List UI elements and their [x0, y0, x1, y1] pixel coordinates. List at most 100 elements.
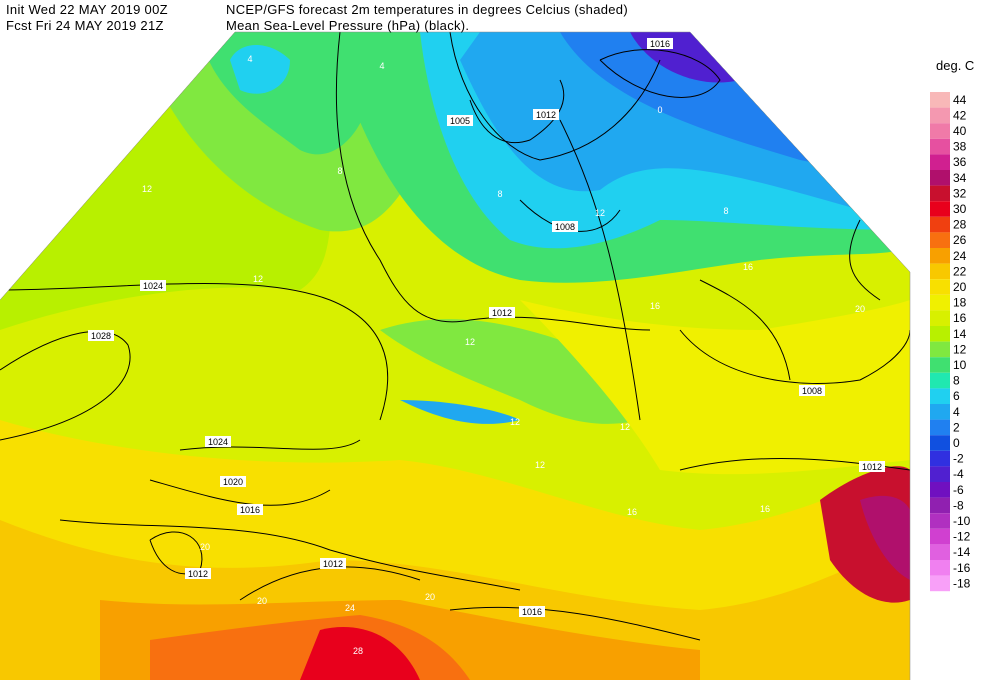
pressure-label-box [88, 330, 114, 341]
pressure-label-box [185, 568, 211, 579]
legend-swatch [930, 575, 950, 592]
temperature-label: 12 [535, 460, 545, 470]
legend-label: 40 [953, 124, 967, 138]
temperature-label: 20 [425, 592, 435, 602]
legend-label: 0 [953, 436, 960, 450]
legend-label: 36 [953, 155, 967, 169]
legend-label: 8 [953, 374, 960, 388]
legend-label: 24 [953, 249, 967, 263]
temperature-label: 16 [743, 262, 753, 272]
pressure-label: 1012 [188, 569, 208, 579]
legend-swatch [930, 341, 950, 358]
legend-swatch [930, 185, 950, 202]
temperature-label: 20 [200, 542, 210, 552]
legend-swatch [930, 263, 950, 280]
temperature-label: 12 [510, 417, 520, 427]
pressure-label: 1012 [323, 559, 343, 569]
legend-label: -18 [953, 576, 971, 590]
pressure-label-box [237, 504, 263, 515]
legend-label: 28 [953, 218, 967, 232]
temperature-label: 12 [142, 184, 152, 194]
temperature-label: 12 [620, 422, 630, 432]
pressure-label: 1028 [91, 331, 111, 341]
legend-swatch [930, 497, 950, 514]
pressure-label: 1016 [240, 505, 260, 515]
temperature-label: 28 [353, 646, 363, 656]
legend-swatch [930, 513, 950, 529]
legend-label: 12 [953, 342, 967, 356]
legend-swatch [930, 201, 950, 217]
map-frame [0, 31, 911, 680]
temperature-label: 12 [253, 274, 263, 284]
legend-label: -16 [953, 561, 971, 575]
temperature-label: 4 [379, 61, 384, 71]
legend-label: 18 [953, 296, 967, 310]
legend-swatch [930, 404, 950, 420]
legend-label: 4 [953, 405, 960, 419]
temperature-label: 16 [627, 507, 637, 517]
pressure-label-box [647, 38, 673, 49]
temperature-label: 16 [650, 301, 660, 311]
legend-swatch [930, 435, 950, 451]
pressure-label: 1024 [143, 281, 163, 291]
legend-swatch [930, 372, 950, 389]
pressure-label: 1012 [492, 308, 512, 318]
legend-label: 42 [953, 108, 967, 122]
temperature-label: 16 [760, 504, 770, 514]
pressure-label-box [447, 115, 473, 126]
temperature-label: 12 [465, 337, 475, 347]
init-time: Init Wed 22 MAY 2019 00Z [6, 2, 168, 17]
legend-label: 34 [953, 171, 967, 185]
pressure-label-box [205, 436, 231, 447]
legend-label: 20 [953, 280, 967, 294]
legend-swatch [930, 123, 950, 139]
pressure-label: 1012 [536, 110, 556, 120]
pressure-label: 1016 [522, 607, 542, 617]
pressure-label: 1024 [208, 437, 228, 447]
legend-swatch [930, 326, 950, 342]
legend-label: -10 [953, 514, 971, 528]
legend-swatch [930, 232, 950, 248]
legend-label: -6 [953, 483, 964, 497]
legend-label: 44 [953, 93, 967, 107]
pressure-label-box [533, 109, 559, 120]
legend-swatch [930, 466, 950, 482]
legend-label: 26 [953, 233, 967, 247]
pressure-label: 1008 [802, 386, 822, 396]
legend-swatch [930, 92, 950, 108]
pressure-label-box [220, 476, 246, 487]
temperature-label: 12 [595, 208, 605, 218]
forecast-time: Fcst Fri 24 MAY 2019 21Z [6, 18, 164, 33]
legend-swatch [930, 419, 950, 436]
legend-label: 2 [953, 420, 960, 434]
legend-swatch [930, 544, 950, 560]
legend-label: -4 [953, 467, 964, 481]
legend-label: 14 [953, 327, 967, 341]
legend-swatch [930, 107, 950, 124]
legend-swatch [930, 279, 950, 295]
temperature-label: 8 [337, 166, 342, 176]
pressure-label: 1012 [862, 462, 882, 472]
legend-swatch [930, 170, 950, 186]
legend-title: deg. C [936, 58, 974, 73]
subtitle: Mean Sea-Level Pressure (hPa) (black). [226, 18, 469, 33]
legend-label: 10 [953, 358, 967, 372]
temperature-label: 0 [657, 105, 662, 115]
pressure-label-box [859, 461, 885, 472]
legend-swatch [930, 310, 950, 326]
legend-label: -8 [953, 498, 964, 512]
legend-swatch [930, 138, 950, 155]
legend-label: -12 [953, 530, 971, 544]
temperature-label: 20 [257, 596, 267, 606]
legend-swatch [930, 216, 950, 233]
temperature-label: 8 [497, 189, 502, 199]
legend-swatch [930, 528, 950, 545]
legend-swatch [930, 294, 950, 311]
pressure-label: 1005 [450, 116, 470, 126]
pressure-label: 1016 [650, 39, 670, 49]
temperature-label: 20 [855, 304, 865, 314]
legend-label: 32 [953, 186, 967, 200]
pressure-label-box [140, 280, 166, 291]
temperature-label: 8 [723, 206, 728, 216]
